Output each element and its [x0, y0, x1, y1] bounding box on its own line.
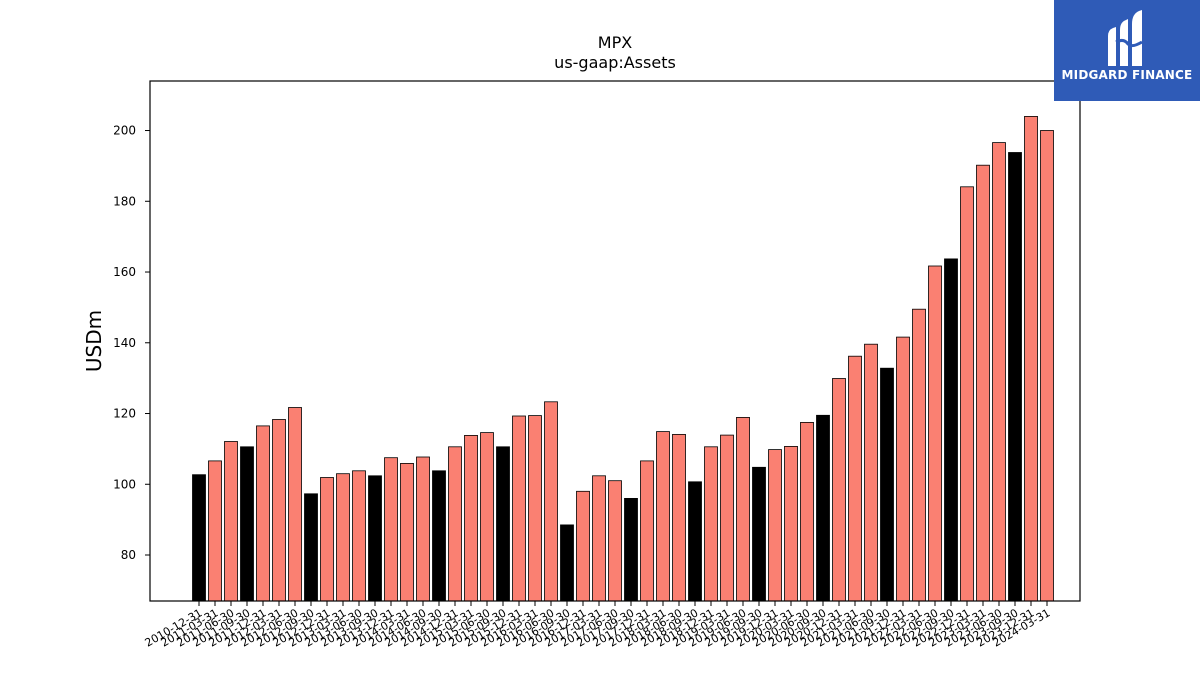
bar-2018-06-30	[672, 433, 686, 602]
mf-logo-icon	[1108, 10, 1143, 66]
bar-2020-03-31	[784, 445, 798, 602]
bar-2012-06-30	[288, 407, 302, 602]
bar-2010-12-31	[192, 474, 206, 602]
bar-2014-03-31	[400, 462, 414, 602]
bar-2020-12-31	[832, 378, 846, 602]
bar-2023-09-30	[1008, 152, 1022, 602]
bar-2020-06-30	[800, 421, 814, 602]
bar-2012-12-31	[320, 477, 334, 602]
bar-2015-03-31	[464, 434, 478, 602]
y-axis-label: USDm	[82, 310, 106, 372]
bar-2024-03-31	[1040, 130, 1054, 602]
bar-2014-09-30	[432, 470, 446, 602]
chart-title: MPX	[598, 33, 632, 52]
bar-2012-03-31	[272, 419, 286, 602]
y-tick-label: 200	[113, 124, 136, 138]
bar-2021-12-31	[896, 336, 910, 602]
y-tick-label: 80	[121, 548, 136, 562]
bar-2019-06-30	[736, 416, 750, 602]
y-tick-label: 180	[113, 194, 136, 208]
bar-2017-09-30	[624, 497, 638, 602]
bar-2012-09-30	[304, 493, 318, 602]
bar-2014-06-30	[416, 456, 430, 602]
plot-frame	[149, 80, 1081, 602]
bar-2022-12-31	[960, 186, 974, 602]
y-tick-label: 100	[113, 477, 136, 491]
y-tick-label: 160	[113, 265, 136, 279]
bar-2011-03-31	[208, 460, 222, 602]
y-tick-label: 140	[113, 336, 136, 350]
bar-2021-09-30	[880, 367, 894, 602]
y-ticks: 80 100 120 140 160 180 200	[113, 124, 150, 562]
bar-2022-09-30	[944, 258, 958, 602]
bar-2022-03-31	[912, 308, 926, 602]
bar-2016-12-31	[576, 490, 590, 602]
brand-logo: MIDGARD FINANCE	[1054, 0, 1200, 101]
chart-subtitle: us-gaap:Assets	[554, 53, 676, 72]
bar-2021-06-30	[864, 343, 878, 602]
bar-2021-03-31	[848, 355, 862, 602]
bar-2020-09-30	[816, 414, 830, 602]
bar-2016-06-30	[544, 401, 558, 602]
bar-2023-12-31	[1024, 116, 1038, 602]
bar-2013-03-31	[336, 473, 350, 602]
bar-2015-09-30	[496, 446, 510, 602]
brand-name: MIDGARD FINANCE	[1061, 68, 1193, 82]
y-tick-label: 120	[113, 407, 136, 421]
bar-2013-06-30	[352, 470, 366, 602]
bar-2019-09-30	[752, 466, 766, 602]
bar-2017-12-31	[640, 460, 654, 602]
bar-2013-12-31	[384, 457, 398, 602]
bar-2019-12-31	[768, 449, 782, 602]
bar-2022-06-30	[928, 265, 942, 602]
bar-2014-12-31	[448, 446, 462, 602]
bar-2017-03-31	[592, 475, 606, 602]
bar-2013-09-30	[368, 475, 382, 602]
bar-2015-12-31	[512, 415, 526, 602]
bars	[192, 116, 1054, 602]
bar-2016-03-31	[528, 415, 542, 602]
bar-2023-03-31	[976, 164, 990, 602]
bar-2011-06-30	[224, 441, 238, 602]
bar-2018-12-31	[704, 446, 718, 602]
bar-2015-06-30	[480, 432, 494, 602]
x-ticks: 2010-12-312011-03-312011-06-302011-09-30…	[143, 601, 1053, 650]
bar-2011-12-31	[256, 425, 270, 602]
bar-2011-09-30	[240, 446, 254, 602]
bar-2018-09-30	[688, 481, 702, 602]
bar-2016-09-30	[560, 524, 574, 602]
bar-2017-06-30	[608, 480, 622, 602]
bar-2018-03-31	[656, 431, 670, 602]
bar-2023-06-30	[992, 142, 1006, 602]
bar-2019-03-31	[720, 434, 734, 602]
